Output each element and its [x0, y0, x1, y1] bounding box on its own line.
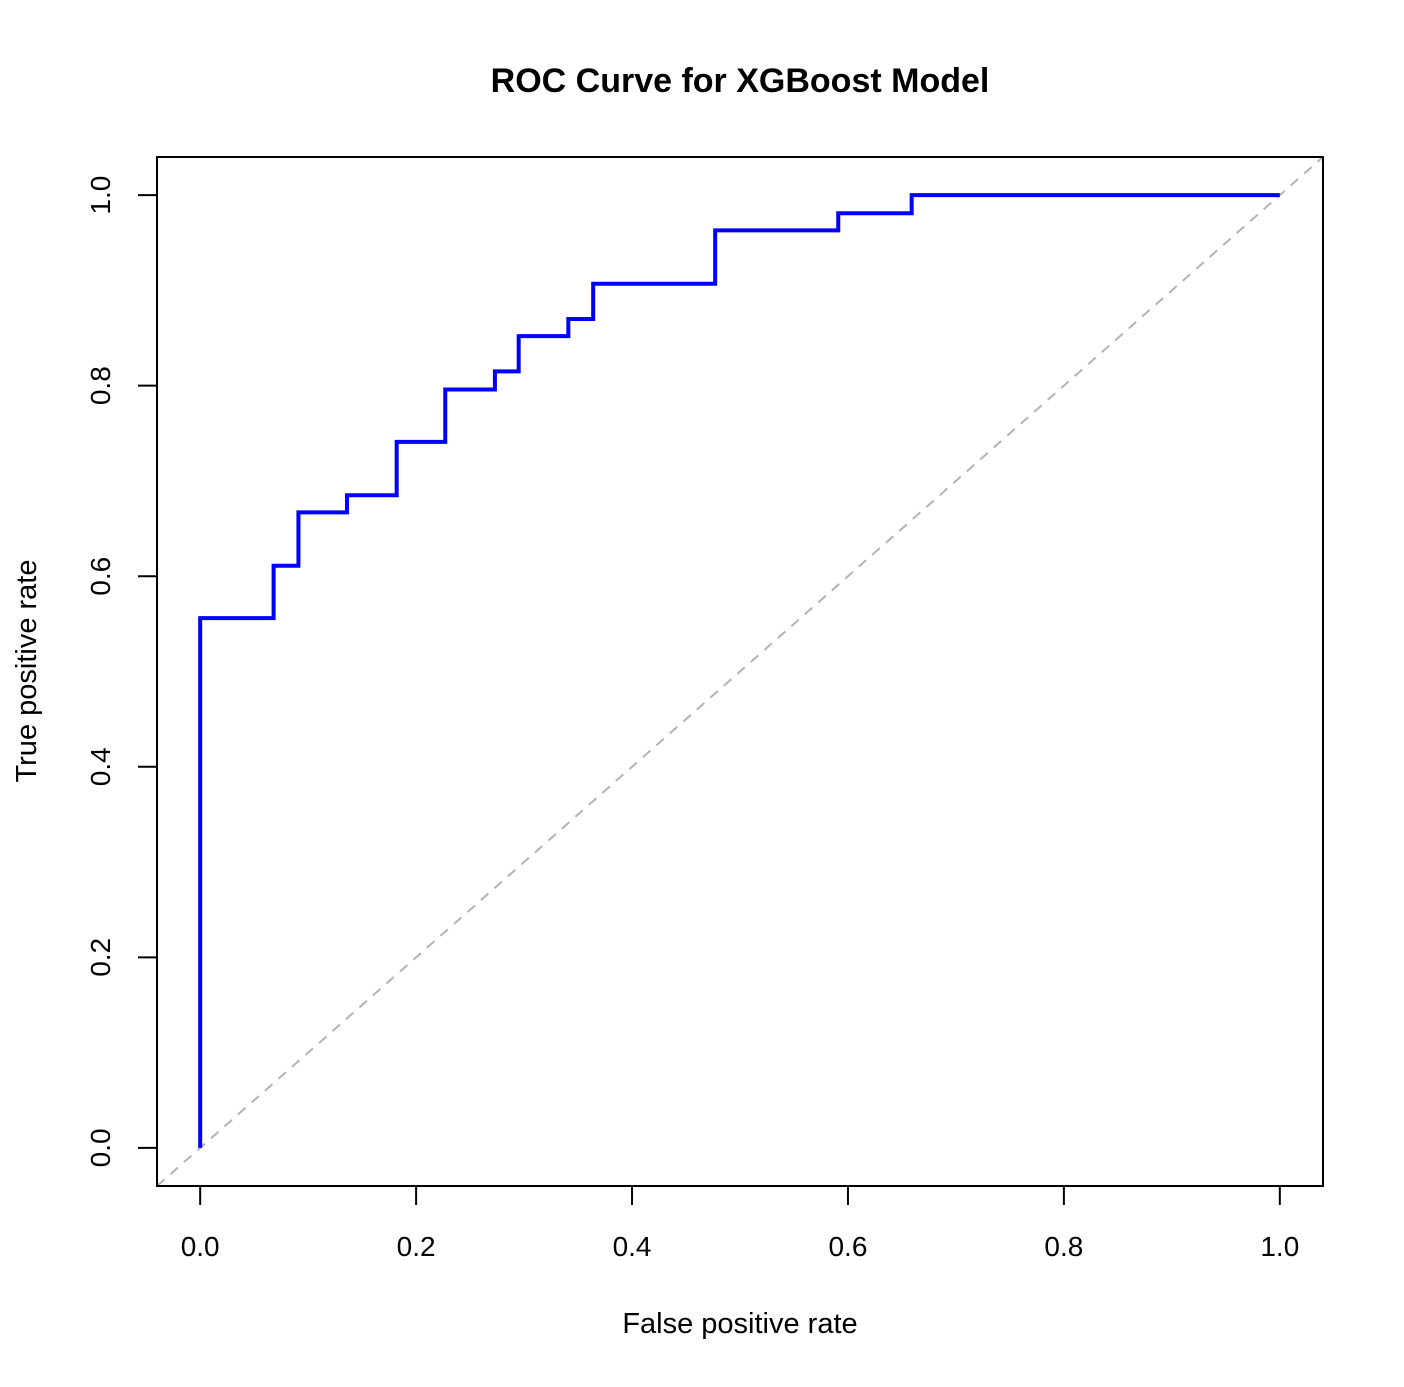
x-tick-label: 0.0 — [181, 1231, 220, 1262]
chart-title: ROC Curve for XGBoost Model — [491, 62, 990, 100]
x-tick-label: 1.0 — [1260, 1231, 1299, 1262]
reference-diagonal-line — [156, 156, 1324, 1187]
reference-layer — [156, 156, 1324, 1187]
y-tick-label: 0.4 — [85, 747, 116, 786]
x-axis: 0.0 0.2 0.4 0.6 0.8 1.0 — [181, 1185, 1299, 1262]
y-tick-label: 0.6 — [85, 557, 116, 596]
y-tick-label: 0.2 — [85, 938, 116, 977]
x-tick-label: 0.8 — [1044, 1231, 1083, 1262]
y-tick-label: 0.0 — [85, 1128, 116, 1167]
y-tick-label: 1.0 — [85, 176, 116, 215]
y-axis: 0.0 0.2 0.4 0.6 0.8 1.0 — [85, 176, 158, 1167]
x-axis-label: False positive rate — [622, 1308, 857, 1340]
y-tick-label: 0.8 — [85, 366, 116, 405]
y-axis-label: True positive rate — [11, 560, 43, 783]
x-tick-label: 0.4 — [613, 1231, 652, 1262]
series-layer — [198, 193, 1280, 1148]
x-tick-label: 0.6 — [828, 1231, 867, 1262]
roc-curve-line — [198, 193, 1280, 1148]
x-tick-label: 0.2 — [397, 1231, 436, 1262]
